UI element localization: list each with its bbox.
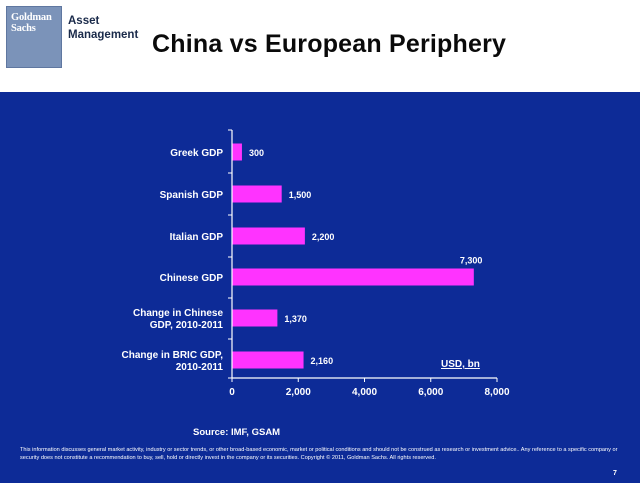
bar-value-label-4: 1,370 [284,314,307,324]
division-line-2: Management [68,29,139,41]
x-tick-label-1: 2,000 [286,387,311,398]
bar-value-label-3: 7,300 [460,256,483,266]
slide-title: China vs European Periphery [152,30,507,58]
page-number: 7 [613,470,617,477]
division-name: Asset Management [68,14,138,42]
category-label-1-0: Spanish GDP [160,190,224,201]
logo-text: Goldman Sachs [11,12,59,34]
category-label-4-0: Change in Chinese [133,308,223,319]
bar-value-label-2: 2,200 [312,232,335,242]
chart-panel: 300 Greek GDP 1,500 Spanish GDP 2,200 Italian… [0,92,640,483]
bar-3 [232,268,474,286]
category-label-5-0: Change in BRIC GDP, [122,350,224,361]
category-label-4-1: GDP, 2010-2011 [150,320,224,331]
goldman-sachs-logo: Goldman Sachs [6,6,62,68]
bar-value-label-5: 2,160 [311,356,334,366]
logo-line-2: Sachs [11,23,36,34]
bar-1 [232,185,282,203]
category-label-2-0: Italian GDP [170,232,224,243]
division-line-1: Asset [68,15,100,27]
category-label-3-0: Chinese GDP [160,273,224,284]
category-label-0-0: Greek GDP [170,148,223,159]
logo-line-1: Goldman [11,12,52,23]
x-tick-label-2: 4,000 [352,387,377,398]
bar-value-label-1: 1,500 [289,190,312,200]
slide-header: Goldman Sachs Asset Management China vs … [0,0,640,92]
unit-label: USD, bn [441,359,480,370]
x-tick-label-0: 0 [229,387,235,398]
bar-4 [232,309,278,327]
x-tick-label-4: 8,000 [484,387,509,398]
category-label-5-1: 2010-2011 [176,362,224,373]
bar-5 [232,351,304,369]
x-tick-label-3: 6,000 [418,387,443,398]
bar-chart: 300 Greek GDP 1,500 Spanish GDP 2,200 Italian… [122,129,510,398]
bar-value-label-0: 300 [249,148,264,158]
bar-2 [232,227,305,245]
disclaimer-text: This information discusses general marke… [20,447,618,461]
chart-source: Source: IMF, GSAM [193,427,281,438]
bar-0 [232,143,242,161]
